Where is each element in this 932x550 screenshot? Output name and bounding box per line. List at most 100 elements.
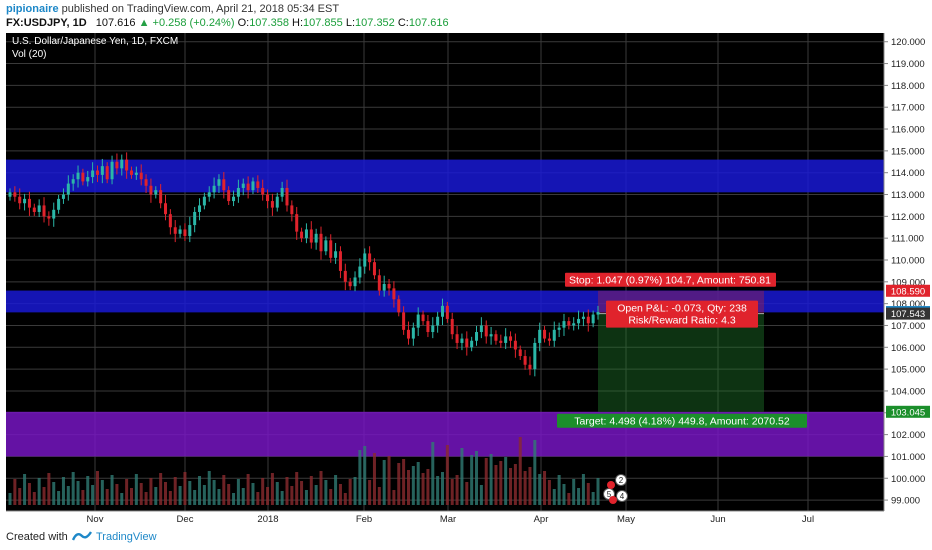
volume-bar <box>241 488 245 505</box>
price-axis[interactable]: 120.000 119.000 118.000 117.000 116.000 115.0… <box>883 33 932 524</box>
x-tick-label: Apr <box>534 514 549 524</box>
candle-body <box>134 172 138 175</box>
chart-area[interactable]: Stop: 1.047 (0.97%) 104.7, Amount: 750.8… <box>0 33 932 525</box>
volume-bar <box>348 479 352 505</box>
candle-body <box>431 325 435 333</box>
x-tick-label: Jun <box>710 514 725 524</box>
price-tag: 107.543 <box>891 309 925 320</box>
x-tick-label: Feb <box>356 514 372 524</box>
volume-bar <box>596 478 600 505</box>
position-tool[interactable]: Stop: 1.047 (0.97%) 104.7, Amount: 750.8… <box>557 272 807 428</box>
candle-body <box>125 159 129 171</box>
price-tag-bg <box>886 405 930 418</box>
author-link[interactable]: pipionaire <box>6 3 59 15</box>
volume-bar <box>528 467 532 505</box>
tradingview-logo-icon <box>72 531 92 541</box>
volume-bar <box>543 471 547 505</box>
y-tick-label: 102.000 <box>891 430 925 441</box>
volume-bar <box>159 473 163 505</box>
candle-body <box>139 172 143 180</box>
candle-body <box>8 192 12 197</box>
labels: U.S. Dollar/Japanese Yen, 1D, FXCM Vol (… <box>12 36 178 60</box>
volume-bar <box>202 485 206 505</box>
x-tick-label: May <box>617 514 635 524</box>
volume-bar <box>484 458 488 505</box>
candle-body <box>353 277 357 287</box>
volume-bar <box>586 483 590 505</box>
candle-body <box>518 349 522 357</box>
candle-body <box>304 229 308 239</box>
candle-body <box>460 338 464 343</box>
volume-bar <box>280 491 284 505</box>
zone-resistance <box>6 159 884 193</box>
y-tick-label: 119.000 <box>891 59 925 70</box>
volume-bar <box>129 488 133 505</box>
volume-bar <box>533 440 537 505</box>
candle-body <box>290 205 294 215</box>
candle-body <box>499 340 503 343</box>
y-tick-label: 104.000 <box>891 386 925 397</box>
candle-body <box>421 314 425 322</box>
publish-text: published on TradingView.com, April 21, … <box>58 3 340 15</box>
candle-body <box>581 316 585 319</box>
volume-bar <box>236 479 240 505</box>
volume-bar <box>358 450 362 505</box>
volume-bar <box>261 478 265 505</box>
volume-bar <box>222 475 226 505</box>
volume-bar <box>71 472 75 505</box>
candle-body <box>256 181 260 188</box>
volume-label: Vol (20) <box>12 49 46 60</box>
volume-bar <box>144 492 148 505</box>
volume-bar <box>188 481 192 505</box>
candle-body <box>450 318 454 335</box>
candle-body <box>232 196 236 202</box>
candle-body <box>494 334 498 341</box>
volume-bar <box>251 483 255 505</box>
volume-bar <box>61 477 65 505</box>
candle-body <box>309 229 313 243</box>
price-chart[interactable]: Stop: 1.047 (0.97%) 104.7, Amount: 750.8… <box>0 33 932 525</box>
candle-body <box>416 314 420 328</box>
price-tag-bg <box>886 284 930 297</box>
y-tick-label: 111.000 <box>891 234 924 245</box>
candle-body <box>71 179 75 184</box>
price-tag: 103.045 <box>891 407 925 418</box>
candle-body <box>533 342 537 370</box>
volume-bar <box>499 461 503 505</box>
time-axis[interactable]: Nov Dec 2018 Feb Mar Apr May Jun Jul <box>0 510 884 525</box>
event-badge-label: 4 <box>620 492 625 501</box>
candle-body <box>557 327 561 330</box>
flag-icon <box>607 481 615 489</box>
volume-bar <box>465 482 469 505</box>
candle-body <box>397 299 401 313</box>
risk-reward-label: Risk/Reward Ratio: 4.3 <box>628 315 736 327</box>
candle-body <box>57 198 61 210</box>
candle-body <box>168 214 172 228</box>
y-tick-label: 117.000 <box>891 103 925 114</box>
volume-bar <box>329 489 333 505</box>
footer: Created with TradingView <box>0 524 932 550</box>
candle-body <box>377 275 381 291</box>
candle-body <box>251 181 255 191</box>
volume-bar <box>52 482 56 505</box>
candle-body <box>246 183 250 191</box>
volume-bar <box>270 473 274 505</box>
candle-body <box>222 179 226 191</box>
symbol-name[interactable]: FX:USDJPY, 1D <box>6 17 87 29</box>
target-label-bg <box>557 413 807 428</box>
candle-body <box>105 166 109 180</box>
volume-bar <box>397 463 401 505</box>
y-tick-label: 120.000 <box>891 37 925 48</box>
volume-bar <box>105 489 109 505</box>
volume-bar <box>353 477 357 505</box>
volume-bar <box>421 473 425 505</box>
candle-body <box>562 321 566 328</box>
volume-bar <box>120 493 124 505</box>
tradingview-link[interactable]: TradingView <box>96 531 157 543</box>
volume-bar <box>300 481 304 505</box>
pnl-label-bg <box>606 300 758 328</box>
volume-bar <box>552 489 556 505</box>
volume-bar <box>163 482 168 505</box>
volume-bar <box>475 451 479 505</box>
volume-bar <box>577 488 581 505</box>
